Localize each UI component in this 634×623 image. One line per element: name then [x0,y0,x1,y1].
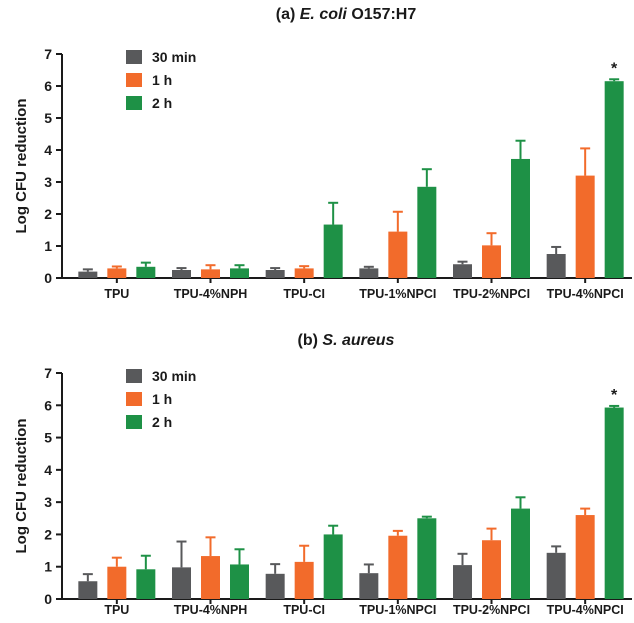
chart-1-bar [172,567,191,599]
chart-1-significance-annotation: * [611,387,618,404]
chart-1-title-prefix: (b) [298,332,323,349]
chart-0-legend-label: 1 h [152,72,172,88]
chart-0-x-tick-label: TPU-4%NPH [174,287,248,301]
chart-1-group: (b) S. aureus Log CFU reduction 0 1 2 3 4 5 6 7 TP… [13,332,632,617]
chart-1-bar [201,556,220,599]
chart-1-x-tick-label: TPU-CI [283,603,325,617]
chart-1-bar [546,552,566,599]
chart-1-y-tick-label: 4 [44,462,52,478]
chart-1-y-tick-label: 6 [44,397,52,413]
chart-1-bar [323,534,343,599]
chart-1-bar [511,508,530,599]
chart-0-bar [482,245,501,278]
chart-1-y-axis-label: Log CFU reduction [13,419,30,554]
chart-0-bar [136,266,156,278]
chart-0-group: (a) E. coli O157:H7 Log CFU reduction 0 1 2 3… [13,6,632,301]
chart-1-bar [78,581,98,599]
chart-1-bar [453,565,472,599]
chart-0-x-tick-label: TPU [104,287,129,301]
chart-0-bar [388,231,408,278]
chart-1-bar [388,535,408,599]
chart-1-title: (b) S. aureus [298,332,395,349]
chart-0-bar [575,175,595,278]
chart-1-y-tick-label: 2 [44,526,52,542]
chart-0-y-tick-label: 4 [44,142,52,158]
chart-0-legend-label: 2 h [152,95,172,111]
chart-0-bar [417,186,437,278]
chart-0-legend-label: 30 min [152,49,196,65]
chart-1-y-tick-label: 3 [44,494,52,510]
chart-1-y-tick-label: 7 [44,365,52,381]
chart-0-legend-swatch [126,73,142,87]
chart-0-y-axis-label: Log CFU reduction [13,99,30,234]
chart-1-x-tick-label: TPU-4%NPCI [547,603,624,617]
chart-1-legend-label: 1 h [152,391,172,407]
chart-1-bar [136,569,156,599]
chart-0-bar [604,81,624,278]
chart-0-bar [323,224,343,278]
chart-0-legend-swatch [126,96,142,110]
chart-1-title-italic: S. aureus [322,332,394,349]
chart-1-y-tick-label: 5 [44,430,52,446]
chart-1-bar [107,566,127,599]
chart-1-legend-label: 30 min [152,368,196,384]
chart-1-bar [482,540,501,599]
chart-1-bar [417,518,437,599]
chart-1-x-tick-label: TPU-1%NPCI [359,603,436,617]
chart-0-x-tick-label: TPU-2%NPCI [453,287,530,301]
chart-1-y-tick-label: 0 [44,591,52,607]
chart-0-bar [294,268,314,278]
chart-0-bar [453,264,472,278]
chart-1-legend-swatch [126,415,142,429]
chart-1-bar [294,561,314,599]
chart-0-x-tick-label: TPU-4%NPCI [547,287,624,301]
chart-1-legend-swatch [126,392,142,406]
chart-1-bar [359,573,379,599]
chart-0-bar [107,268,127,278]
chart-0-title: (a) E. coli O157:H7 [276,6,417,23]
chart-0-bar [511,158,530,278]
chart-0-bar [172,270,191,278]
chart-1-x-tick-label: TPU [104,603,129,617]
chart-0-title-prefix: (a) [276,6,300,23]
chart-0-bar [78,271,98,278]
chart-0-y-tick-label: 7 [44,46,52,62]
chart-1-x-tick-label: TPU-2%NPCI [453,603,530,617]
chart-1-x-tick-label: TPU-4%NPH [174,603,248,617]
chart-0-y-tick-label: 0 [44,270,52,286]
chart-1-bar [575,515,595,599]
chart-0-y-tick-label: 2 [44,206,52,222]
chart-1-legend-swatch [126,369,142,383]
chart-0-bar [230,268,249,278]
chart-0-title-suffix: O157:H7 [347,6,416,23]
chart-1-y-tick-label: 1 [44,559,52,575]
chart-1-bar [265,573,285,599]
chart-0-significance-annotation: * [611,60,618,77]
chart-0-legend-swatch [126,50,142,64]
chart-0-bar [201,269,220,278]
chart-1-legend-label: 2 h [152,414,172,430]
chart-0-title-italic: E. coli [300,6,348,23]
chart-0-bar [265,270,285,278]
chart-0-y-tick-label: 1 [44,238,52,254]
chart-0-bar [359,268,379,278]
chart-0-bar [546,254,566,278]
chart-0-x-tick-label: TPU-1%NPCI [359,287,436,301]
chart-0-y-tick-label: 3 [44,174,52,190]
chart-0-y-tick-label: 6 [44,78,52,94]
chart-0-x-tick-label: TPU-CI [283,287,325,301]
chart-0-y-tick-label: 5 [44,110,52,126]
chart-1-bar [604,407,624,599]
chart-1-bar [230,564,249,599]
